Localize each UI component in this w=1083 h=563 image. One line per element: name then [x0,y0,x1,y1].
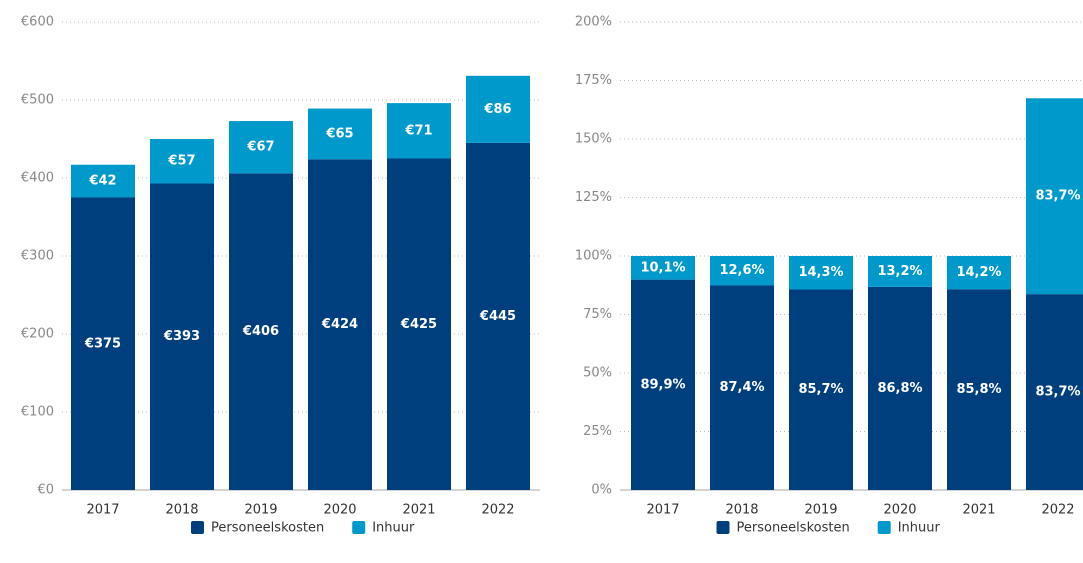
bar-segment [947,256,1011,290]
data-label: €406 [242,324,279,339]
y-tick-label: 25% [583,424,612,439]
data-label: €71 [404,123,432,138]
bar-segment [868,256,932,287]
data-label: 13,2% [877,264,922,279]
bar-segment [631,279,695,490]
x-tick-label: 2019 [244,503,277,518]
x-tick-label: 2020 [883,503,916,518]
bar-segment [387,103,451,159]
y-tick-label: 50% [583,366,612,381]
bar-segment [71,197,135,490]
y-tick-label: 175% [575,73,612,88]
bar-segment [1026,294,1083,490]
x-tick-label: 2018 [725,503,758,518]
bar-segment [710,256,774,286]
legend-swatch [877,521,891,534]
y-tick-label: 200% [575,15,612,30]
y-tick-label: 100% [575,249,612,264]
bar-segment [631,256,695,280]
bar-segment [466,75,530,143]
y-tick-label: 125% [575,190,612,205]
bar-segment [308,108,372,160]
x-tick-label: 2021 [402,503,435,518]
y-tick-label: €400 [21,171,54,186]
legend-label: Inhuur [372,521,415,536]
bar-segment [229,173,293,490]
data-label: €86 [483,102,511,117]
y-tick-label: 0% [591,483,612,498]
data-label: €57 [167,154,195,169]
bar-segment [789,289,853,490]
x-tick-label: 2019 [804,503,837,518]
data-label: €445 [479,309,516,324]
x-tick-label: 2022 [1041,503,1074,518]
x-tick-label: 2017 [86,503,119,518]
data-label: €67 [246,140,274,155]
legend-label: Personeelskosten [737,521,850,536]
data-label: 12,6% [719,263,764,278]
legend-label: Personeelskosten [211,521,324,536]
data-label: 85,7% [798,382,843,397]
data-label: 83,7% [1035,385,1080,400]
legend-swatch [716,521,730,534]
bar-segment [1026,98,1083,295]
data-label: 85,8% [956,382,1001,397]
bar-segment [466,142,530,490]
bar-segment [229,121,293,174]
x-tick-label: 2021 [962,503,995,518]
data-label: 10,1% [640,260,685,275]
legend-swatch [191,521,204,534]
y-tick-label: 150% [575,132,612,147]
y-tick-label: €300 [21,249,54,264]
data-label: 89,9% [640,377,685,392]
x-tick-label: 2022 [481,503,514,518]
data-label: €42 [88,174,116,189]
y-tick-label: €200 [21,327,54,342]
bar-segment [308,159,372,490]
data-label: 87,4% [719,380,764,395]
y-tick-label: €0 [37,483,54,498]
y-tick-label: €100 [21,405,54,420]
bar-segment [150,139,214,184]
data-label: 14,3% [798,265,843,280]
bar-segment [789,256,853,290]
bar-segment [150,183,214,490]
data-label: €425 [400,317,437,332]
data-label: €424 [321,317,358,332]
bar-segment [868,286,932,490]
x-tick-label: 2017 [646,503,679,518]
bar-segment [710,285,774,490]
data-label: €393 [163,329,200,344]
legend-swatch [352,521,366,534]
x-tick-label: 2020 [323,503,356,518]
data-label: €375 [84,336,121,351]
data-label: 83,7% [1035,189,1080,204]
bar-segment [387,158,451,490]
y-tick-label: 75% [583,307,612,322]
bar-segment [947,289,1011,490]
y-tick-label: €500 [21,93,54,108]
legend-label: Inhuur [898,521,941,536]
x-tick-label: 2018 [165,503,198,518]
data-label: 86,8% [877,381,922,396]
bar-segment [71,164,135,198]
data-label: 14,2% [956,265,1001,280]
data-label: €65 [325,126,353,141]
y-tick-label: €600 [21,15,54,30]
